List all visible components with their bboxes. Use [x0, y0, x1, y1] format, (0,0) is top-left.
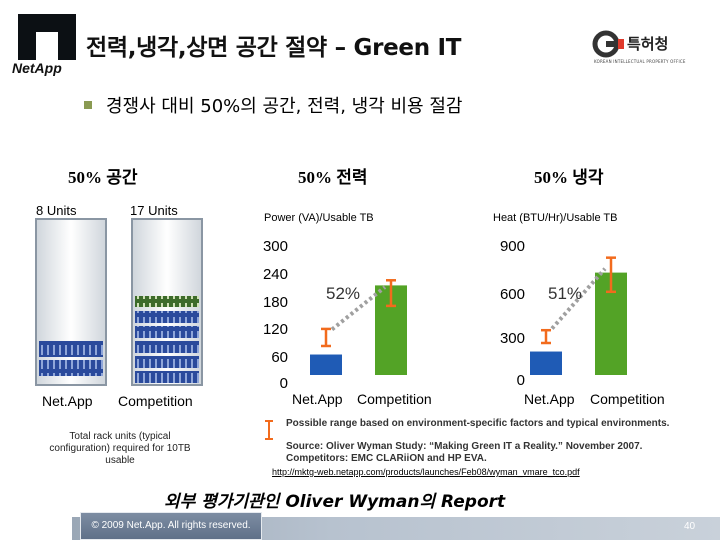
power-chart-title: Power (VA)/Usable TB — [264, 212, 374, 224]
cooling-category-competition: Competition — [590, 391, 665, 407]
competition-storage-units — [135, 296, 199, 383]
power-y-tick: 300 — [262, 238, 288, 255]
netapp-rack — [35, 218, 107, 386]
cooling-heading: 50% 냉각 — [534, 168, 604, 187]
power-y-tick: 60 — [271, 349, 288, 366]
power-heading: 50% 전력 — [298, 168, 368, 187]
competition-units-label: 17 Units — [130, 203, 178, 218]
netapp-logo-mark — [18, 14, 76, 60]
netapp-storage-units — [39, 341, 103, 376]
cooling-bar-0 — [530, 351, 562, 375]
power-y-tick: 240 — [262, 266, 288, 283]
cooling-chart — [530, 256, 627, 375]
cooling-reduction-connector — [550, 267, 607, 330]
bullet-text: 경쟁사 대비 50%의 공간, 전력, 냉각 비용 절감 — [106, 96, 463, 117]
netapp-logo-text: NetApp — [12, 60, 62, 76]
rack-diagram — [35, 218, 203, 386]
competition-rack-label: Competition — [118, 393, 193, 409]
kipo-logo: 특허청 KOREAN INTELLECTUAL PROPERTY OFFICE — [592, 30, 685, 68]
bullet-marker — [84, 101, 92, 109]
kipo-logo-text: 특허청 — [627, 35, 669, 53]
range-legend-text: Possible range based on environment-spec… — [286, 418, 670, 429]
power-y-tick: 0 — [279, 375, 288, 392]
page-number: 40 — [684, 521, 696, 532]
cooling-y-tick: 600 — [499, 286, 525, 303]
source-note: Source: Oliver Wyman Study: “Making Gree… — [286, 441, 643, 452]
copyright: © 2009 Net.App. All rights reserved. — [80, 512, 262, 540]
cooling-chart-title: Heat (BTU/Hr)/Usable TB — [493, 212, 618, 224]
cooling-y-tick: 300 — [499, 330, 525, 347]
report-caption: 외부 평가기관인 Oliver Wyman의 Report — [164, 492, 506, 512]
power-range-1 — [386, 279, 396, 308]
space-footnote: Total rack units (typical configuration)… — [49, 431, 191, 466]
cooling-annotation: 51% — [548, 284, 583, 303]
power-bar-0 — [310, 354, 342, 375]
competitors-note: Competitors: EMC CLARiiON and HP EVA. — [286, 453, 487, 464]
cooling-range-0 — [541, 328, 551, 345]
power-category-netapp: Net.App — [292, 391, 343, 407]
power-reduction-connector — [330, 285, 387, 332]
netapp-rack-label: Net.App — [42, 393, 93, 409]
cooling-y-tick: 0 — [516, 372, 525, 389]
space-heading: 50% 공간 — [68, 168, 138, 187]
cooling-category-netapp: Net.App — [524, 391, 575, 407]
power-category-competition: Competition — [357, 391, 432, 407]
range-legend-icon — [265, 420, 273, 440]
page-title: 전력,냉각,상면 공간 절약 – Green IT — [86, 35, 462, 61]
netapp-units-label: 8 Units — [36, 203, 77, 218]
power-chart — [310, 279, 407, 375]
cooling-range-1 — [606, 256, 616, 294]
kipo-logo-subtext: KOREAN INTELLECTUAL PROPERTY OFFICE — [594, 59, 686, 64]
power-y-tick: 180 — [262, 294, 288, 311]
power-annotation: 52% — [326, 284, 361, 303]
cooling-y-tick: 900 — [499, 238, 525, 255]
report-link[interactable]: http://mktg-web.netapp.com/products/laun… — [272, 467, 580, 477]
power-range-0 — [321, 327, 331, 348]
power-y-tick: 120 — [262, 321, 288, 338]
